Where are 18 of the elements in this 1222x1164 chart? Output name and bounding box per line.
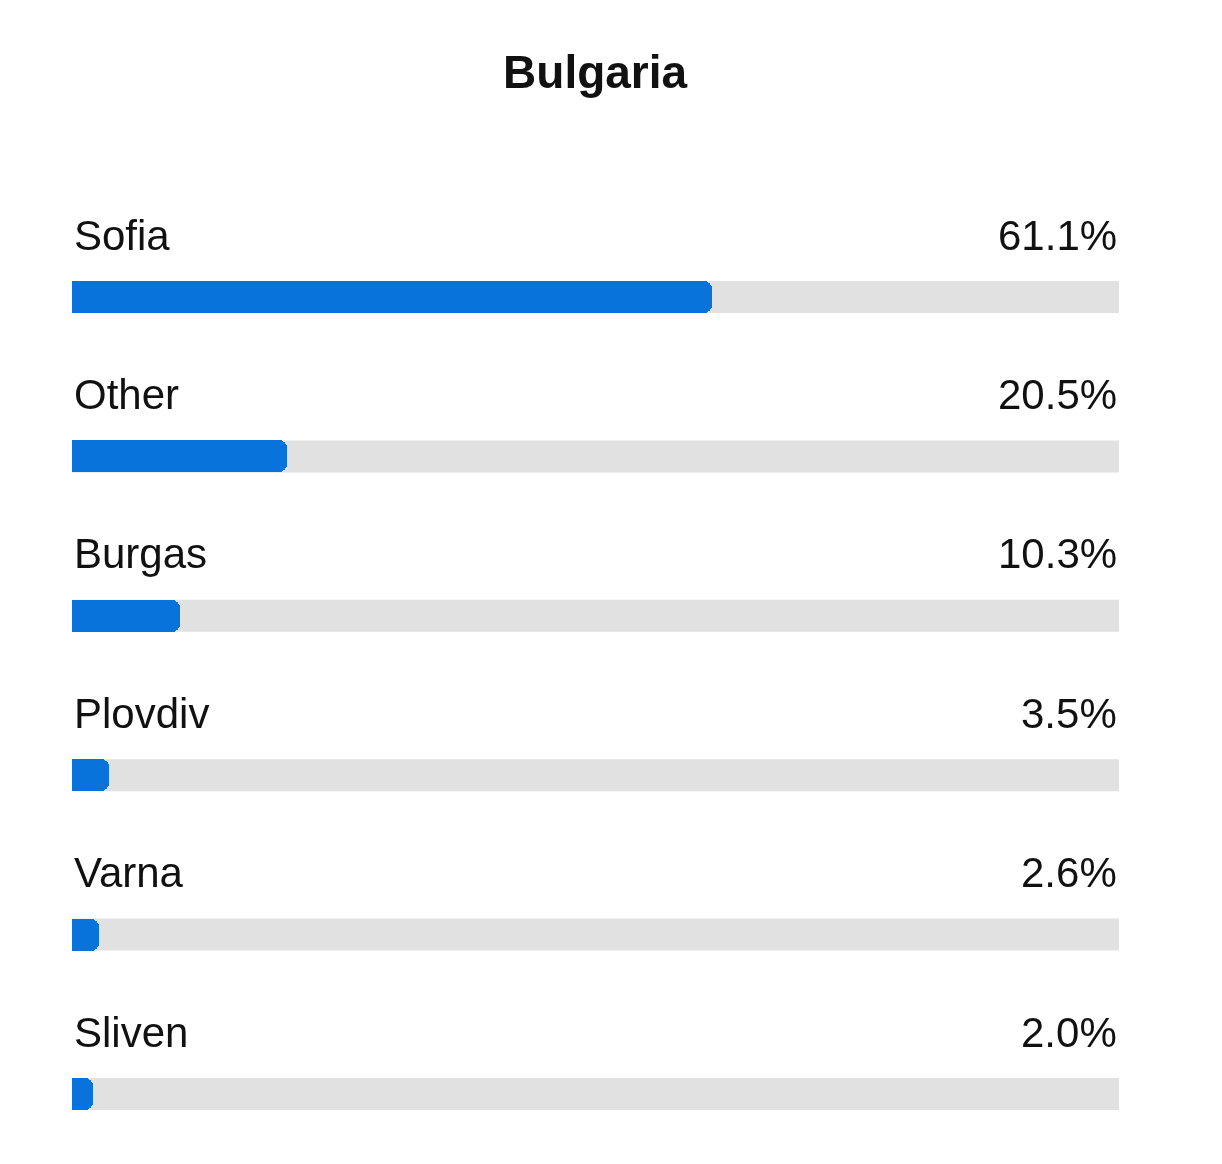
y-tick-label: Plovdiv: [74, 690, 210, 737]
y-tick-label: Sofia: [74, 212, 171, 259]
bar: [72, 759, 109, 791]
bar: [72, 919, 99, 951]
data-label: 61.1%: [998, 212, 1118, 259]
data-label: 10.3%: [998, 530, 1118, 577]
bar: [72, 440, 287, 472]
data-label: 20.5%: [998, 371, 1118, 418]
y-tick-label: Other: [74, 371, 180, 418]
y-tick-label: Varna: [74, 849, 184, 896]
data-label: 3.5%: [1021, 690, 1117, 737]
chart-title: Bulgaria: [503, 46, 688, 99]
y-tick-label: Sliven: [74, 1009, 189, 1056]
bar: [72, 1078, 93, 1110]
data-label: 2.0%: [1021, 1009, 1117, 1056]
y-tick-label: Burgas: [74, 530, 208, 577]
bar: [72, 600, 180, 632]
data-label: 2.6%: [1021, 849, 1117, 896]
